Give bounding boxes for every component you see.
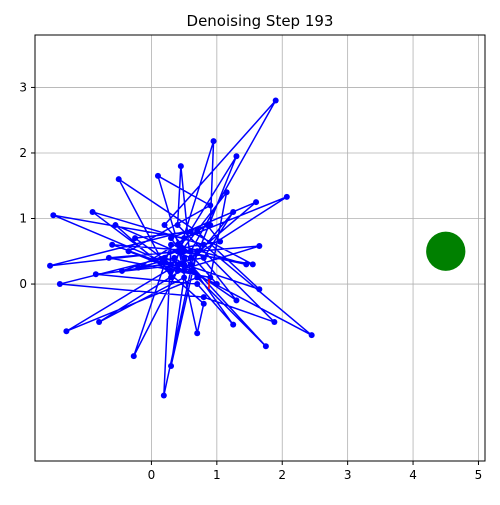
trajectory-point (230, 208, 237, 215)
trajectory-point (105, 254, 112, 261)
trajectory-point (132, 235, 139, 242)
trajectory-point (47, 262, 54, 269)
trajectory-point (177, 163, 184, 170)
trajectory-point (181, 261, 188, 268)
trajectory-point (223, 189, 230, 196)
x-tick-label: 1 (213, 468, 221, 482)
data-layer (47, 97, 466, 399)
trajectory-point (207, 274, 214, 281)
trajectory-point (233, 297, 240, 304)
trajectory-point (230, 321, 237, 328)
trajectory-point (174, 267, 181, 274)
trajectory-point (200, 300, 207, 307)
x-tick-label: 5 (475, 468, 483, 482)
trajectory-point (168, 241, 175, 248)
trajectory-point (217, 238, 224, 245)
trajectory-point (89, 208, 96, 215)
trajectory-point (177, 245, 184, 251)
x-tick-label: 4 (409, 468, 417, 482)
trajectory-point (56, 281, 63, 288)
trajectory-point (96, 319, 103, 326)
trajectory-point (187, 267, 194, 274)
trajectory-point (187, 261, 194, 268)
trajectory-point (187, 228, 194, 235)
trajectory-point (262, 343, 269, 350)
trajectory-point (109, 241, 116, 248)
trajectory-point (174, 222, 181, 229)
trajectory-point (187, 248, 194, 255)
trajectory-point (92, 271, 99, 278)
trajectory-point (181, 274, 188, 281)
trajectory-point (154, 172, 161, 179)
trajectory-line (49, 99, 313, 397)
trajectory-point (161, 222, 168, 229)
trajectory-point (243, 261, 250, 268)
trajectory-point (233, 153, 240, 160)
trajectory-point (210, 138, 217, 145)
trajectory-point (272, 97, 279, 104)
trajectory-point (256, 243, 263, 250)
trajectory-point (168, 235, 175, 242)
trajectory-point (200, 241, 207, 248)
y-tick-label: 2 (19, 146, 27, 160)
trajectory-point (160, 392, 167, 399)
trajectory-point (200, 294, 207, 301)
x-tick-label: 0 (148, 468, 156, 482)
trajectory-point (50, 212, 57, 219)
x-tick-label: 3 (344, 468, 352, 482)
trajectory-point (283, 193, 290, 200)
y-tick-label: 3 (19, 80, 27, 94)
chart-title: Denoising Step 193 (187, 12, 334, 30)
trajectory-point (256, 286, 263, 293)
plot-area: 0 1 2 3 4 5 0 1 2 3 (19, 34, 486, 482)
trajectory-point (130, 353, 137, 360)
trajectory-point (204, 222, 211, 229)
trajectory-point (194, 228, 201, 235)
y-tick-label: 1 (19, 212, 27, 226)
trajectory-point (194, 281, 201, 288)
target-circle (426, 231, 466, 271)
trajectory-point (181, 235, 188, 242)
trajectory-point (174, 261, 181, 268)
trajectory-point (63, 328, 70, 335)
trajectory-point (168, 362, 175, 369)
trajectory-point (213, 281, 220, 288)
trajectory-point (194, 274, 201, 281)
axes-frame (34, 34, 486, 462)
trajectory-point (308, 332, 315, 339)
y-tick-label: 0 (19, 277, 27, 291)
trajectory-point (125, 248, 132, 255)
trajectory-point (171, 254, 178, 261)
trajectory-point (168, 274, 175, 281)
trajectory-point (249, 261, 256, 268)
trajectory-point (168, 267, 175, 274)
trajectory-point (271, 319, 278, 326)
trajectory-point (253, 199, 260, 206)
trajectory-point (115, 176, 122, 183)
trajectory-point (194, 248, 201, 255)
trajectory-point (161, 254, 168, 261)
trajectory-point (207, 202, 214, 209)
trajectory-point (181, 267, 188, 274)
trajectory-point (168, 261, 175, 268)
trajectory-point (118, 267, 125, 274)
trajectory-point (200, 254, 207, 261)
x-tick-label: 2 (278, 468, 286, 482)
trajectory-point (112, 222, 119, 229)
trajectory-point (181, 254, 188, 261)
trajectory-point (187, 254, 194, 261)
trajectory-point (194, 330, 201, 337)
trajectory-point (135, 264, 142, 271)
